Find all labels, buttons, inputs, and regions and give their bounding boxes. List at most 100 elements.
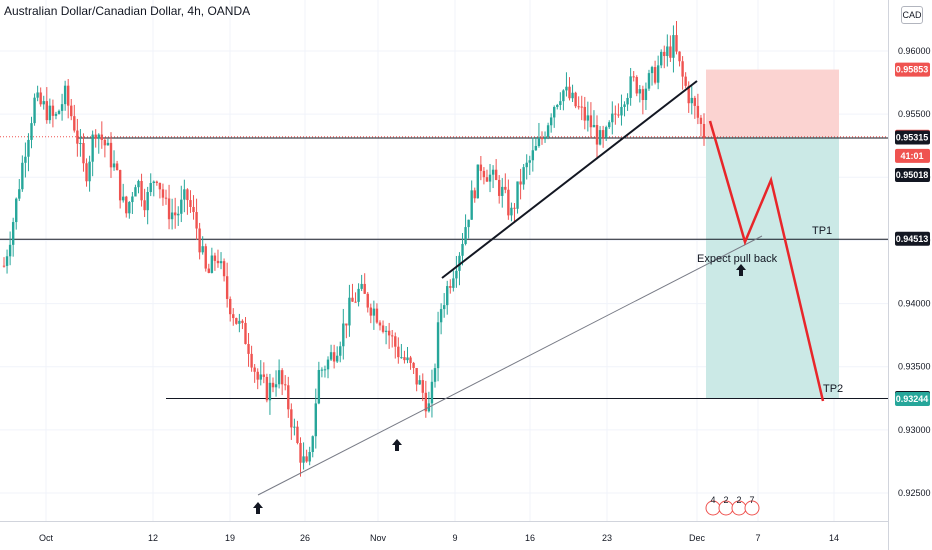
candle-body-up [259,374,262,380]
candle-body-down [614,113,617,115]
x-tick-label: 14 [829,533,839,543]
candle-body-up [452,278,455,288]
candle-body-down [424,392,428,412]
candle-body-up [97,134,100,139]
candle-body-down [115,163,119,171]
candle-body-up [534,145,538,151]
candle-body-down [247,344,250,354]
long-term-support-line [257,235,763,496]
candle-body-up [436,322,440,369]
candle-body-up [559,101,562,105]
up-arrow-icon [736,264,746,276]
candle-body-down [412,362,415,368]
candle-body-up [146,192,149,211]
candle-body-up [537,137,541,146]
x-tick-label: Nov [370,533,387,543]
candle-body-down [256,371,259,380]
candle-body-down [678,51,681,62]
candle-body-up [650,67,654,74]
candle-body-down [284,384,287,386]
candle-body-up [33,97,36,124]
candle-body-down [207,268,211,273]
candle-body-down [118,170,122,201]
candle-body-down [158,182,162,190]
candle-body-up [180,199,183,214]
up-arrow-icon [253,502,263,514]
candle-body-up [592,124,596,128]
candle-body-up [562,90,565,102]
candle-body-up [433,368,437,382]
candle-body-up [48,105,52,121]
candle-body-down [684,76,687,86]
event-count-label: 2 [723,495,728,505]
candle-body-up [36,92,39,98]
candle-body-up [106,142,110,146]
candle-body-down [39,92,42,105]
candle-body-up [442,305,446,310]
candle-body-down [290,409,293,428]
candle-body-up [15,198,18,223]
x-tick-label: 16 [525,533,535,543]
candle-body-up [690,97,693,104]
chart-title: Australian Dollar/Canadian Dollar, 4h, O… [4,4,251,18]
x-tick-label: 7 [755,533,760,543]
price-tag-badge [895,231,930,246]
candle-body-up [571,92,574,99]
candle-body-up [586,115,590,121]
candle-body-down [85,163,88,182]
price-tag-badge [895,392,930,407]
candle-body-down [681,61,684,77]
event-count-label: 4 [710,495,715,505]
candle-body-down [109,142,113,168]
candle-body-up [546,125,550,137]
currency-badge[interactable]: CAD [901,6,923,24]
candle-body-down [387,330,391,336]
candle-body-up [277,370,281,385]
candle-body-down [192,206,195,213]
candle-body-up [522,167,525,185]
candle-body-up [604,127,608,138]
candle-body-down [421,380,424,393]
candle-body-down [669,46,672,58]
candle-body-up [274,384,278,388]
candle-body-down [497,179,501,196]
candle-body-down [363,283,366,294]
up-arrow-icon [392,439,402,451]
candle-body-down [391,335,394,337]
candle-body-up [491,169,495,175]
candle-body-down [577,106,580,108]
x-tick-label: Dec [689,533,706,543]
candle-body-down [675,35,678,52]
candle-body-up [644,88,648,101]
candle-body-up [268,382,272,401]
candle-body-up [308,451,311,462]
candle-body-up [488,174,492,182]
candle-body-down [519,181,522,185]
candle-body-up [134,187,137,197]
candle-body-up [177,213,180,216]
candle-body-down [204,246,207,269]
candle-body-up [320,369,324,371]
event-count-label: 7 [749,495,754,505]
candle-body-up [21,162,24,190]
candle-body-up [302,456,305,463]
candle-body-down [595,124,599,145]
candle-body-down [687,85,690,104]
candle-body-down [345,323,348,326]
candle-body-down [45,101,48,121]
candle-body-down [375,308,379,323]
candle-body-up [60,104,64,111]
candle-body-up [543,136,547,140]
candle-body-up [293,426,296,428]
candle-body-down [271,382,275,388]
candle-body-up [656,65,660,83]
economic-event-icon [744,500,760,516]
candle-body-up [553,106,556,118]
candle-body-down [244,322,247,345]
candle-body-down [632,76,635,78]
candle-body-up [91,134,94,162]
candle-body-up [638,89,642,94]
candle-body-down [262,374,266,377]
candle-body-up [611,113,614,123]
